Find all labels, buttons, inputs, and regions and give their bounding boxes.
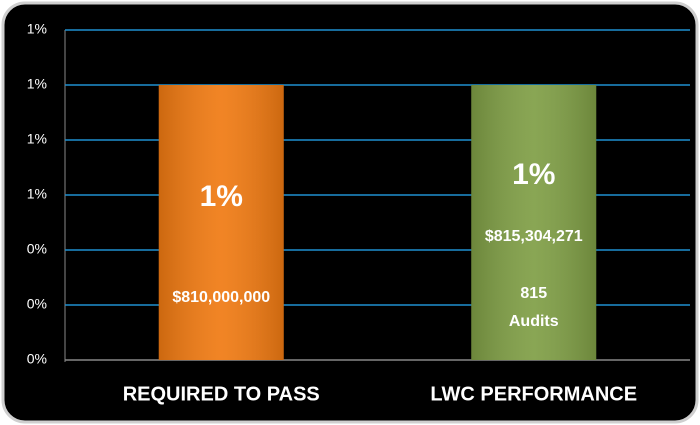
bar-note: Audits [509,313,559,330]
bar-shine [471,85,597,360]
y-tick-label: 0% [27,351,47,367]
value-label: 1% [200,180,243,213]
y-tick-label: 1% [27,131,47,147]
bar-shine [158,85,284,360]
y-tick-label: 0% [27,296,47,312]
y-tick-label: 1% [27,21,47,37]
y-tick-label: 1% [27,76,47,92]
x-tick-label: LWC PERFORMANCE [430,383,637,405]
y-tick-label: 0% [27,241,47,257]
x-tick-label: REQUIRED TO PASS [123,383,320,405]
y-tick-label: 1% [27,186,47,202]
value-label: 1% [512,158,555,191]
bar-note: 815 [520,285,547,302]
bar-note: $815,304,271 [485,228,583,245]
bar-note: $810,000,000 [172,289,270,306]
